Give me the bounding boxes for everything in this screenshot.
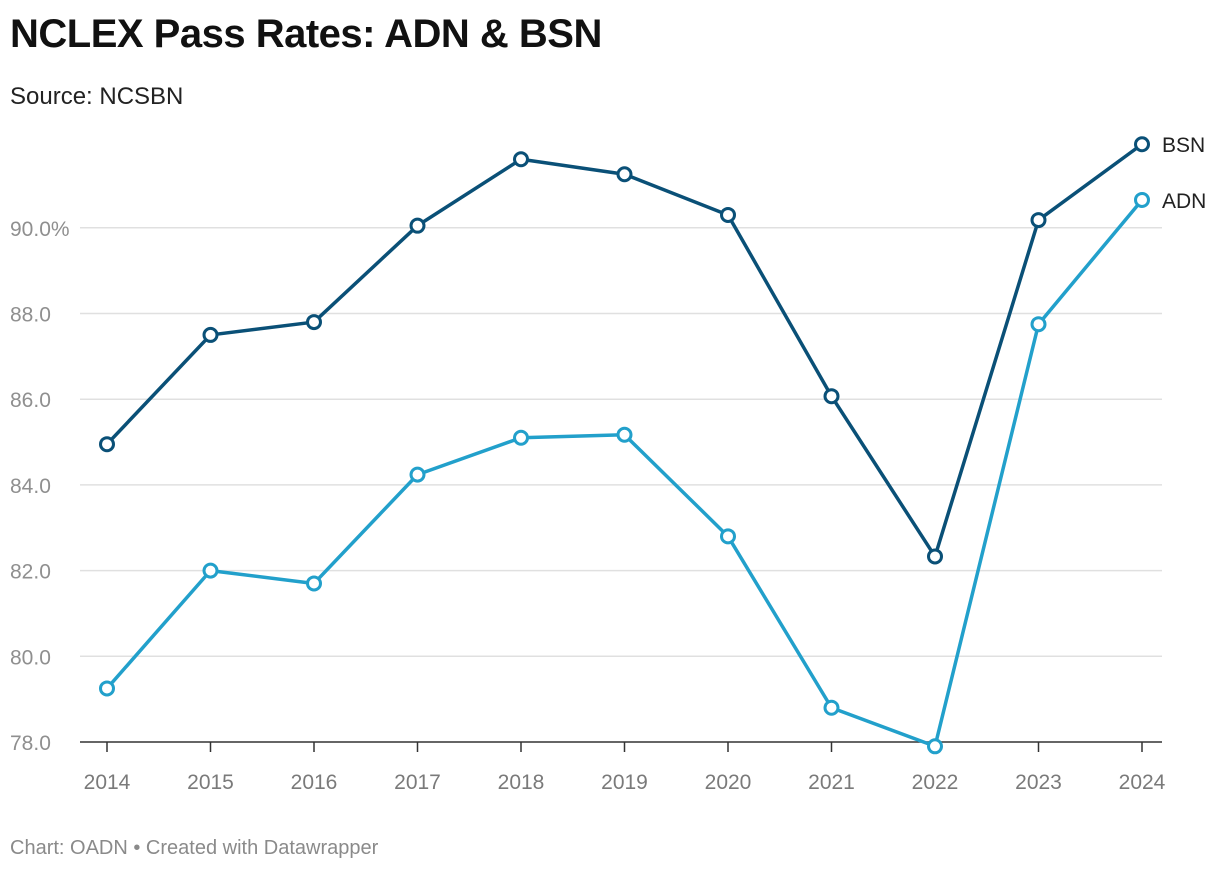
adn-point-2019 (616, 426, 633, 443)
adn-point-2023 (1030, 316, 1047, 333)
bsn-point-2017 (409, 217, 426, 234)
bsn-point-2024 (1134, 136, 1150, 153)
bsn-point-2022 (927, 548, 943, 565)
adn-point-2014 (99, 680, 115, 697)
adn-point-2018 (513, 429, 529, 446)
bsn-series-label: BSN (1162, 134, 1205, 157)
bsn-point-2014 (99, 436, 115, 453)
x-tick-label: 2023 (1015, 771, 1062, 794)
y-tick-label: 88.0 (10, 304, 51, 327)
series-labels: BSN ADN (1162, 134, 1206, 213)
y-tick-label: 90.0% (10, 218, 70, 241)
series-layer (99, 136, 1150, 755)
bsn-series-line (105, 142, 1144, 559)
x-tick-label: 2015 (187, 771, 234, 794)
y-tick-label: 78.0 (10, 732, 51, 755)
y-tick-label: 84.0 (10, 475, 51, 498)
x-tick-label: 2024 (1119, 771, 1166, 794)
x-tick-label: 2016 (291, 771, 338, 794)
chart-credit: Chart: OADN • Created with Datawrapper (10, 837, 379, 859)
bsn-point-2021 (823, 388, 840, 405)
adn-point-2021 (823, 699, 840, 716)
y-tick-label: 82.0 (10, 561, 51, 584)
adn-series-line (105, 198, 1144, 749)
bsn-point-2019 (616, 166, 633, 183)
bsn-point-2023 (1030, 212, 1047, 229)
x-tick-label: 2022 (912, 771, 959, 794)
adn-point-2022 (927, 738, 943, 755)
x-tick-label: 2020 (705, 771, 752, 794)
adn-point-2024 (1134, 191, 1150, 208)
adn-point-2016 (306, 575, 322, 592)
x-tick-label: 2017 (394, 771, 441, 794)
adn-series-label: ADN (1162, 190, 1206, 213)
bsn-point-2018 (513, 151, 529, 168)
bsn-point-2020 (720, 206, 736, 223)
x-tick-label: 2014 (84, 771, 131, 794)
chart-title: NCLEX Pass Rates: ADN & BSN (10, 12, 602, 56)
x-tick-label: 2019 (601, 771, 648, 794)
grid-layer (80, 227, 1162, 658)
bsn-point-2016 (306, 314, 322, 331)
y-tick-label: 80.0 (10, 646, 51, 669)
x-tick-label: 2021 (808, 771, 855, 794)
bsn-point-2015 (202, 326, 219, 343)
x-axis: 2014 2015 2016 2017 2018 2019 2020 2021 2022 2023… (80, 741, 1166, 794)
adn-point-2015 (202, 562, 219, 579)
y-axis: 78.0 80.0 82.0 84.0 86.0 88.0 90.0% (10, 218, 70, 755)
adn-point-2020 (720, 528, 736, 545)
adn-point-2017 (409, 466, 426, 483)
x-tick-label: 2018 (498, 771, 545, 794)
chart-subtitle: Source: NCSBN (10, 83, 184, 110)
y-tick-label: 86.0 (10, 389, 51, 412)
